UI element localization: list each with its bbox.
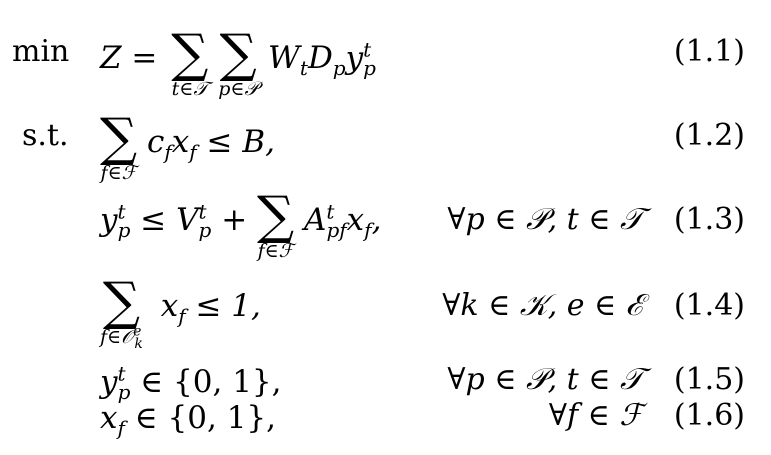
equation-row-6: xf ∈ {0, 1}, ∀f ∈ ℱ (1.6) — [0, 398, 771, 442]
sum-index-f: f∈ℱ — [100, 162, 137, 184]
sigma-symbol: ∑ — [100, 108, 138, 168]
sum-index-o: f∈𝒪ek — [100, 323, 143, 352]
sum-over-f: ∑ f∈ℱ — [100, 112, 137, 184]
sum-over-t: ∑ t∈𝒯 — [171, 28, 208, 100]
exclusivity-constraint: ∑ f∈𝒪ek xf ≤ 1, — [100, 272, 261, 352]
equation-number: (1.2) — [673, 118, 745, 153]
equation-row-1: min Z = ∑ t∈𝒯 ∑ p∈𝒫 WtDpytp (1.1) — [0, 28, 771, 108]
objective-terms: WtDpytp — [268, 37, 376, 81]
sum-index-p: p∈𝒫 — [218, 78, 259, 100]
exclusivity-terms: xf — [160, 288, 186, 329]
sum-index-t: t∈𝒯 — [171, 78, 208, 100]
sigma-symbol: ∑ — [102, 272, 140, 332]
budget-constraint: ∑ f∈ℱ cfxf ≤ B, — [100, 112, 275, 184]
condition-text: ∀k ∈ 𝒦, e ∈ ℰ — [442, 288, 643, 323]
equation-number: (1.3) — [673, 202, 745, 237]
equation-row-2: s.t. ∑ f∈ℱ cfxf ≤ B, (1.2) — [0, 108, 771, 188]
budget-rhs: ≤ B, — [206, 124, 275, 160]
equation-row-4: ∑ f∈𝒪ek xf ≤ 1, ∀k ∈ 𝒦, e ∈ ℰ (1.4) — [0, 276, 771, 360]
coverage-terms: Atpfxf, — [304, 199, 382, 243]
sum-over-f: ∑ f∈ℱ — [257, 190, 294, 262]
equation-row-3: ytp ≤ Vtp + ∑ f∈ℱ Atpfxf, ∀p ∈ 𝒫, t ∈ 𝒯 … — [0, 188, 771, 276]
condition-text: ∀p ∈ 𝒫, t ∈ 𝒯 — [447, 362, 643, 397]
condition-text: ∀p ∈ 𝒫, t ∈ 𝒯 — [447, 202, 643, 237]
sum-index-f: f∈ℱ — [257, 240, 294, 262]
binary-y-constraint: ytp ∈ {0, 1}, — [100, 361, 282, 405]
coverage-lhs: ytp ≤ Vtp + — [100, 199, 248, 243]
equation-number: (1.6) — [673, 398, 745, 433]
objective-lhs: Z = — [100, 40, 158, 76]
equation-row-5: ytp ∈ {0, 1}, ∀p ∈ 𝒫, t ∈ 𝒯 (1.5) — [0, 360, 771, 402]
binary-x-set: ∈ {0, 1}, — [134, 400, 277, 436]
sigma-symbol: ∑ — [257, 186, 295, 246]
sum-over-o: ∑ f∈𝒪ek — [100, 272, 143, 352]
budget-terms: cfxf — [146, 124, 197, 165]
exclusivity-rhs: ≤ 1, — [195, 288, 261, 324]
st-label: s.t. — [22, 118, 69, 153]
binary-y-var: ytp — [100, 361, 131, 405]
equation-number: (1.5) — [673, 362, 745, 397]
objective-expression: Z = ∑ t∈𝒯 ∑ p∈𝒫 WtDpytp — [100, 28, 376, 100]
sum-over-p: ∑ p∈𝒫 — [218, 28, 258, 100]
binary-x-constraint: xf ∈ {0, 1}, — [100, 400, 277, 441]
binary-y-set: ∈ {0, 1}, — [140, 364, 282, 400]
condition-text: ∀f ∈ ℱ — [548, 398, 643, 433]
equation-number: (1.1) — [673, 34, 745, 69]
min-label: min — [12, 34, 70, 69]
coverage-constraint: ytp ≤ Vtp + ∑ f∈ℱ Atpfxf, — [100, 190, 381, 262]
binary-x-var: xf — [100, 400, 125, 441]
sigma-symbol: ∑ — [171, 24, 209, 84]
sigma-symbol: ∑ — [219, 24, 257, 84]
equation-number: (1.4) — [673, 288, 745, 323]
